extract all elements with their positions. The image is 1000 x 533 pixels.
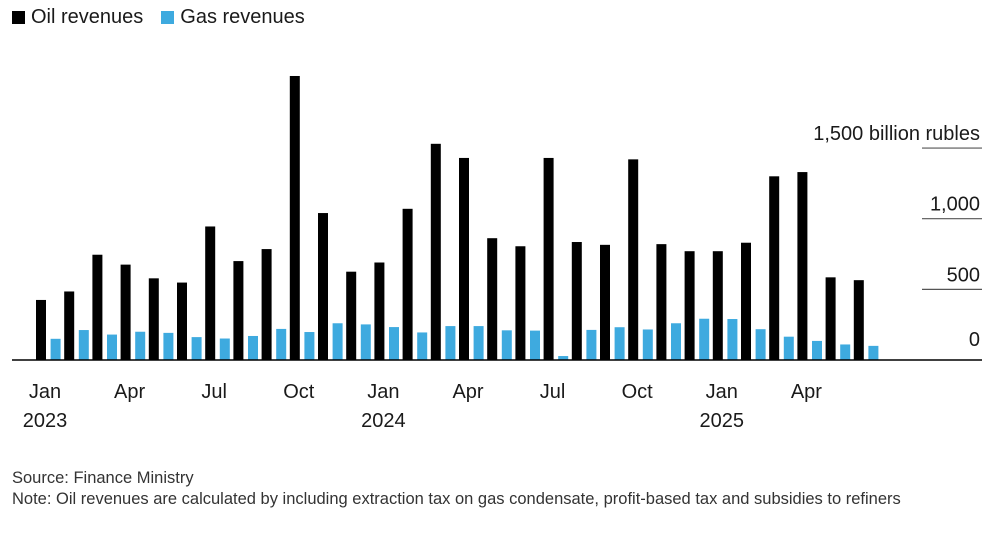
source-note: Source: Finance Ministry [12, 469, 194, 487]
x-tick-label-year: 2024 [361, 410, 406, 432]
oil-bar [684, 251, 695, 360]
x-tick-label-month: Jul [201, 381, 227, 403]
x-tick-label-month: Oct [283, 381, 315, 403]
x-axis-labels: Jan 2023 Apr Jul Oct Jan 2024 Apr Jul Oct Jan 2025 A… [23, 381, 823, 432]
oil-bar [543, 157, 554, 360]
gas-bar [473, 326, 484, 360]
y-tick-label: 0 [969, 329, 980, 351]
oil-bar [459, 157, 469, 360]
gas-swatch [161, 10, 175, 24]
gas-bar [614, 327, 625, 360]
legend-item-oil: Oil revenues [12, 6, 143, 29]
oil-bar [741, 242, 751, 360]
x-tick-label-month: Jul [540, 381, 566, 403]
x-tick-label-month: Jan [367, 381, 399, 403]
bars [36, 75, 879, 360]
gas-bar [389, 327, 399, 360]
oil-bar [233, 261, 244, 360]
legend-item-gas: Gas revenues [161, 6, 305, 29]
gas-bar [107, 334, 117, 360]
oil-bar [825, 277, 836, 360]
x-tick-label-month: Apr [114, 381, 145, 403]
gas-bar [78, 330, 89, 360]
oil-bar [261, 249, 272, 360]
oil-bar [374, 262, 385, 360]
y-axis-labels: 0 500 1,000 1,500 billion rubles [813, 123, 980, 351]
oil-bar [797, 172, 808, 360]
oil-bar [769, 176, 780, 360]
y-tick-label: 500 [947, 264, 980, 286]
gas-bar [755, 329, 766, 360]
oil-bar [402, 208, 413, 360]
gas-bar [163, 332, 174, 360]
gas-bar [332, 323, 343, 360]
gas-bar [219, 338, 230, 360]
x-tick-label-year: 2023 [23, 410, 68, 432]
x-tick-label-month: Jan [706, 381, 738, 403]
x-tick-label-month: Oct [622, 381, 654, 403]
gas-bar [530, 330, 540, 360]
gas-bar [671, 323, 681, 360]
oil-bar [205, 226, 216, 360]
oil-bar [571, 242, 582, 360]
gas-bar [445, 326, 456, 360]
oil-bar [64, 291, 75, 360]
gas-bar [304, 332, 315, 360]
gas-bar [699, 318, 710, 360]
gas-bar [360, 324, 371, 360]
oil-bar [36, 299, 46, 360]
gas-bar [868, 345, 879, 360]
gas-bar [276, 328, 287, 360]
gas-bar [50, 338, 61, 360]
x-tick-label-month: Jan [29, 381, 61, 403]
gas-bar [812, 340, 822, 360]
gas-bar [586, 329, 597, 360]
oil-bar [289, 75, 300, 360]
gas-bar [783, 336, 794, 360]
oil-bar [148, 278, 159, 360]
oil-bar [92, 254, 103, 360]
chart-footer: Source: Finance Ministry Note: Oil reven… [12, 468, 972, 510]
oil-bar [346, 271, 357, 360]
gas-bar [191, 337, 202, 360]
methodology-note: Note: Oil revenues are calculated by inc… [12, 490, 901, 508]
x-tick-label-month: Apr [791, 381, 822, 403]
y-gridlines [922, 147, 982, 290]
oil-bar [318, 213, 328, 360]
gas-bar [248, 335, 258, 360]
legend-label-oil: Oil revenues [31, 5, 144, 28]
gas-bar [642, 329, 653, 360]
oil-bar [120, 264, 131, 360]
y-tick-label: 1,500 billion rubles [813, 123, 980, 145]
oil-bar [177, 282, 187, 360]
gas-bar [840, 344, 851, 360]
x-tick-label-month: Apr [452, 381, 483, 403]
oil-bar [487, 238, 498, 360]
legend-label-gas: Gas revenues [180, 5, 305, 28]
x-tick-label-year: 2025 [700, 410, 745, 432]
oil-bar [600, 244, 610, 360]
y-tick-label: 1,000 [930, 194, 980, 216]
oil-swatch [12, 10, 25, 24]
oil-bar [628, 159, 639, 360]
legend: Oil revenues Gas revenues [12, 4, 305, 30]
gas-bar [417, 332, 428, 360]
gas-bar [727, 319, 738, 360]
oil-bar [430, 143, 441, 360]
oil-bar [656, 244, 667, 360]
oil-bar [515, 246, 526, 360]
gas-bar [501, 330, 512, 360]
oil-bar [712, 251, 723, 360]
gas-bar [558, 356, 569, 360]
oil-bar [853, 280, 864, 360]
gas-bar [135, 331, 146, 360]
bar-chart: 0 500 1,000 1,500 billion rubles Jan 2023 Apr… [12, 75, 982, 432]
